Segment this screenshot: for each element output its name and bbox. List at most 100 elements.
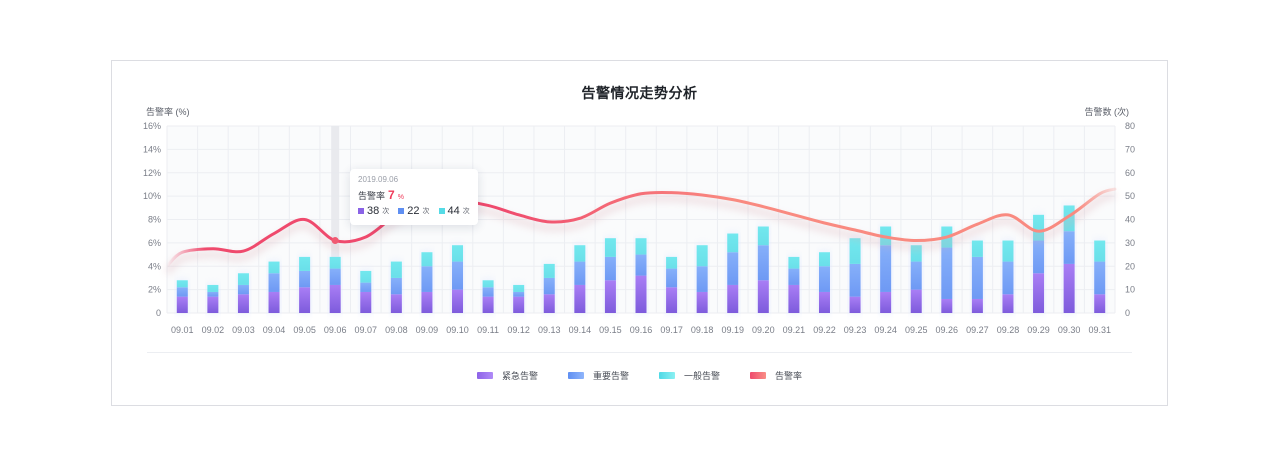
bar-stack[interactable] xyxy=(328,255,342,314)
x-tick: 09.31 xyxy=(1088,325,1111,335)
bar-important xyxy=(360,282,372,292)
bar-urgent xyxy=(880,291,892,313)
bar-stack[interactable] xyxy=(389,260,403,314)
bar-general xyxy=(635,238,647,255)
legend-item-important[interactable]: 重要告警 xyxy=(567,369,629,382)
rate-line[interactable] xyxy=(165,187,1117,268)
bar-general xyxy=(176,280,188,288)
bar-stack[interactable] xyxy=(206,283,220,314)
bar-general xyxy=(849,238,861,264)
bar-general xyxy=(727,233,739,253)
bar-stack[interactable] xyxy=(1062,204,1076,314)
legend-item-general[interactable]: 一般告警 xyxy=(659,369,720,382)
bar-stack[interactable] xyxy=(573,244,587,314)
bar-stack[interactable] xyxy=(267,260,281,314)
x-tick: 09.18 xyxy=(691,325,714,335)
bar-stack[interactable] xyxy=(817,251,831,314)
bar-general xyxy=(482,280,494,288)
bar-stack[interactable] xyxy=(236,272,250,314)
bar-stack[interactable] xyxy=(420,251,434,314)
bar-stack[interactable] xyxy=(634,237,648,314)
bar-urgent xyxy=(818,291,830,313)
bar-stack[interactable] xyxy=(1001,239,1015,314)
bar-important xyxy=(329,268,341,285)
bar-important xyxy=(788,268,800,285)
bar-stack[interactable] xyxy=(848,237,862,314)
bar-general xyxy=(574,245,586,262)
bar-general xyxy=(207,284,219,292)
tooltip-rate: 告警率 7 % xyxy=(358,188,470,202)
bar-stack[interactable] xyxy=(787,255,801,314)
x-tick: 09.09 xyxy=(416,325,439,335)
bar-stack[interactable] xyxy=(695,244,709,314)
bar-stack[interactable] xyxy=(359,269,373,314)
legend-item-urgent[interactable]: 紧急告警 xyxy=(476,369,538,382)
bar-stack[interactable] xyxy=(298,255,312,314)
bar-important xyxy=(207,291,219,297)
bar-stack[interactable] xyxy=(481,279,495,314)
x-tick: 09.02 xyxy=(202,325,225,335)
right-tick: 70 xyxy=(1125,144,1135,154)
bar-urgent xyxy=(1033,273,1045,313)
bar-important xyxy=(390,277,402,295)
bar-general xyxy=(329,256,341,269)
bar-important xyxy=(1094,261,1106,295)
legend-divider xyxy=(147,352,1132,353)
bar-urgent xyxy=(1063,263,1075,313)
chart-plot[interactable]: 16% 80 14% 70 12% 60 10% 50 8% 40 6% 30 4% 20 2% 10 0 0 09… xyxy=(112,61,1169,361)
left-tick: 2% xyxy=(148,285,161,295)
rate-line-shadow xyxy=(164,192,1116,275)
bar-urgent xyxy=(543,294,555,313)
bar-stack[interactable] xyxy=(665,255,679,314)
x-tick: 09.19 xyxy=(721,325,744,335)
bar-urgent xyxy=(360,291,372,313)
bar-stack[interactable] xyxy=(970,239,984,314)
left-tick: 0 xyxy=(156,308,161,318)
x-tick: 09.08 xyxy=(385,325,408,335)
bar-stack[interactable] xyxy=(726,232,740,314)
bar-stack[interactable] xyxy=(512,283,526,314)
bar-urgent xyxy=(788,284,800,313)
bar-urgent xyxy=(482,296,494,313)
bar-important xyxy=(880,245,892,292)
x-tick: 09.13 xyxy=(538,325,561,335)
legend-item-rate[interactable]: 告警率 xyxy=(750,369,802,382)
bar-important xyxy=(268,273,280,292)
bar-stack[interactable] xyxy=(451,244,465,314)
bar-stack[interactable] xyxy=(603,237,617,314)
bar-stack[interactable] xyxy=(175,279,189,314)
bar-stack[interactable] xyxy=(756,225,770,314)
bar-general xyxy=(513,284,525,292)
bar-urgent xyxy=(299,287,311,313)
x-tick: 09.10 xyxy=(446,325,469,335)
right-axis-title: 告警数 (次) xyxy=(1084,107,1130,117)
chart-card: 告警情况走势分析 告警率 (%) 告警数 (次) 16% 80 14% 70 12% 60… xyxy=(111,60,1168,406)
bar-stack[interactable] xyxy=(909,244,923,314)
chart-tooltip: 2019.09.06 告警率 7 % 38 次 22 次 44 次 xyxy=(350,169,478,225)
right-tick: 60 xyxy=(1125,168,1135,178)
right-tick: 40 xyxy=(1125,215,1135,225)
rate-point-marker[interactable] xyxy=(331,237,339,245)
bar-important xyxy=(237,284,249,295)
bar-general xyxy=(604,238,616,257)
bar-urgent xyxy=(421,291,433,313)
bar-stack[interactable] xyxy=(1093,239,1107,314)
x-tick: 09.23 xyxy=(844,325,867,335)
bar-important xyxy=(1002,261,1014,295)
bar-stack[interactable] xyxy=(542,262,556,314)
bar-urgent xyxy=(1094,294,1106,313)
rate-swatch-icon xyxy=(750,372,767,379)
bar-urgent xyxy=(513,296,525,313)
tooltip-count-important: 22 次 xyxy=(398,205,430,217)
important-swatch-icon xyxy=(567,372,584,379)
bar-urgent xyxy=(727,284,739,313)
bar-general xyxy=(788,256,800,269)
bar-urgent xyxy=(666,287,678,313)
left-tick: 8% xyxy=(148,215,161,225)
x-tick: 09.27 xyxy=(966,325,989,335)
right-tick: 80 xyxy=(1125,121,1135,131)
tooltip-counts: 38 次 22 次 44 次 xyxy=(358,205,470,217)
tooltip-rate-unit: % xyxy=(397,194,404,201)
bar-general xyxy=(910,245,922,262)
bar-urgent xyxy=(757,280,769,313)
